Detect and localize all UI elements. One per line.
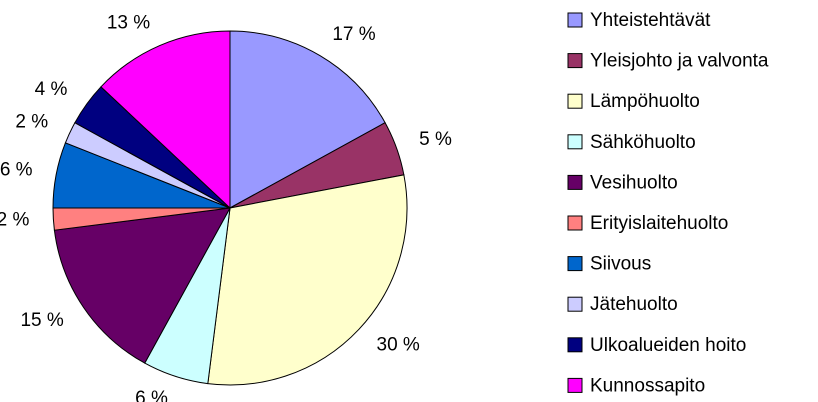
data-label: 13 % (107, 13, 150, 34)
pie-slice (53, 207, 231, 364)
legend-label: Erityislaitehuolto (590, 213, 728, 234)
data-label: 5 % (419, 129, 452, 150)
legend-label: Ulkoalueiden hoito (590, 335, 746, 356)
legend-swatch (567, 337, 583, 353)
legend-swatch (567, 377, 583, 393)
legend-label: Sähköhuolto (590, 132, 696, 153)
data-label: 15 % (20, 310, 63, 331)
data-label: 2 % (15, 111, 48, 132)
data-label: 2 % (0, 210, 29, 231)
legend-label: Lämpöhuolto (590, 91, 700, 112)
legend-swatch (567, 215, 583, 231)
legend-swatch (567, 12, 583, 28)
legend-label: Yleisjohto ja valvonta (590, 51, 769, 72)
pie-slice (229, 30, 386, 209)
legend-swatch (567, 134, 583, 150)
pie-slice (100, 30, 231, 210)
data-label: 4 % (35, 79, 68, 100)
legend-swatch (567, 256, 583, 272)
legend-label: Kunnossapito (590, 375, 705, 396)
data-label: 6 % (135, 388, 168, 402)
legend-swatch (567, 93, 583, 109)
pie-slice (207, 174, 408, 386)
data-label: 17 % (332, 24, 375, 45)
legend-label: Jätehuolto (590, 294, 678, 315)
legend-swatch (567, 53, 583, 69)
legend-label: Yhteistehtävät (590, 10, 711, 31)
legend-label: Vesihuolto (590, 172, 678, 193)
data-label: 6 % (0, 159, 33, 180)
legend-swatch (567, 296, 583, 312)
legend-swatch (567, 174, 583, 190)
legend-label: Siivous (590, 254, 651, 275)
data-label: 30 % (377, 335, 420, 356)
